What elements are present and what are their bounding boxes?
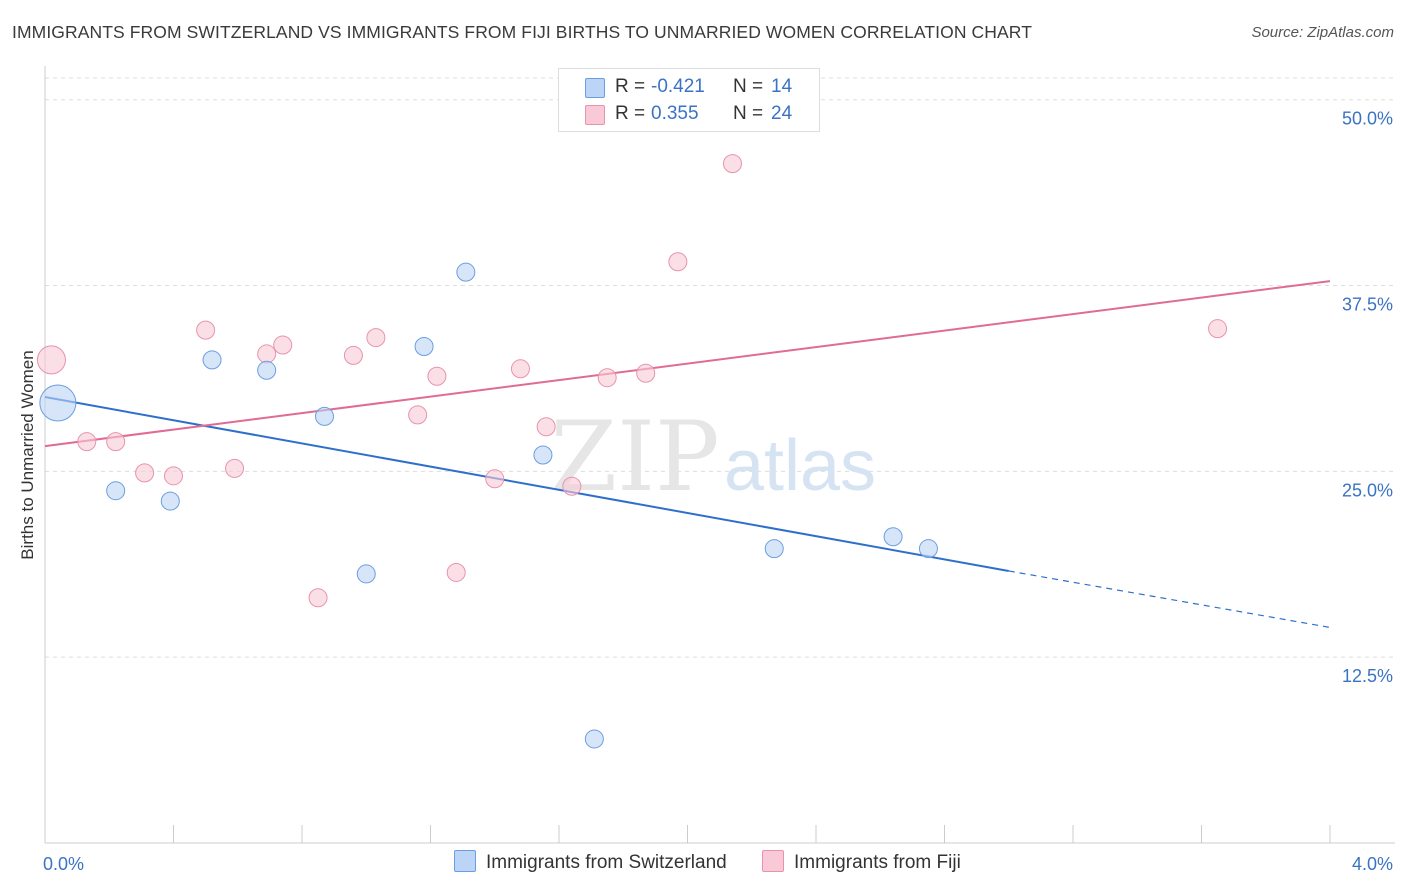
- point-switzerland: [106, 481, 126, 501]
- data-points: [36, 154, 1228, 749]
- legend-n-value: 24: [771, 103, 793, 124]
- point-fiji: [408, 405, 428, 425]
- y-tick-label: 12.5%: [1342, 666, 1393, 686]
- point-fiji: [597, 368, 617, 388]
- y-tick-label: 37.5%: [1342, 295, 1393, 315]
- source-label: Source: ZipAtlas.com: [1251, 24, 1394, 41]
- legend-r-value: 0.355: [651, 103, 699, 124]
- trend-line-switzerland-extension: [1008, 570, 1331, 629]
- point-fiji: [308, 588, 328, 608]
- x-tick-label: 4.0%: [1352, 854, 1393, 874]
- legend-r-label: R =: [615, 103, 646, 124]
- point-switzerland: [356, 564, 376, 584]
- point-fiji: [273, 335, 293, 355]
- legend-r-value: -0.421: [651, 76, 705, 97]
- y-tick-label: 25.0%: [1342, 480, 1393, 500]
- point-fiji: [135, 463, 155, 483]
- series-legend: Immigrants from Switzerland Immigrants f…: [454, 850, 991, 874]
- point-switzerland: [456, 262, 476, 282]
- legend-swatch-fiji: [762, 850, 785, 872]
- point-fiji: [225, 458, 245, 478]
- chart-title: IMMIGRANTS FROM SWITZERLAND VS IMMIGRANT…: [12, 22, 1032, 42]
- watermark-atlas: atlas: [724, 426, 876, 506]
- point-switzerland: [584, 729, 604, 749]
- legend-swatch-switzerland: [454, 850, 476, 872]
- point-switzerland: [160, 491, 180, 511]
- y-axis-label: Births to Unmarried Women: [18, 350, 37, 560]
- point-fiji: [636, 363, 656, 383]
- legend-item-switzerland: Immigrants from Switzerland: [454, 850, 727, 874]
- watermark: ZIP atlas: [550, 401, 876, 513]
- y-tick-label: 50.0%: [1342, 109, 1393, 129]
- point-fiji: [77, 432, 97, 452]
- point-switzerland: [883, 527, 903, 547]
- legend-item-fiji: Immigrants from Fiji: [762, 850, 961, 874]
- point-fiji: [722, 154, 742, 174]
- point-switzerland: [414, 336, 434, 356]
- point-fiji: [446, 562, 466, 582]
- tick-labels: 12.5% 25.0% 37.5% 50.0% 0.0% 4.0%: [43, 109, 1393, 874]
- legend-n-value: 14: [771, 76, 793, 97]
- legend-label-switzerland: Immigrants from Switzerland: [486, 852, 727, 873]
- x-tick-label: 0.0%: [43, 854, 84, 874]
- point-switzerland: [533, 445, 553, 465]
- point-switzerland: [764, 539, 784, 559]
- point-fiji: [343, 345, 363, 365]
- legend-swatch-switzerland: [585, 78, 605, 98]
- point-switzerland: [918, 539, 938, 559]
- point-fiji: [562, 476, 582, 496]
- legend-label-fiji: Immigrants from Fiji: [794, 852, 961, 873]
- point-fiji: [427, 366, 447, 386]
- point-fiji: [510, 359, 530, 379]
- legend-swatch-fiji: [585, 105, 605, 125]
- point-fiji: [257, 344, 277, 364]
- point-fiji: [485, 469, 505, 489]
- point-fiji: [668, 252, 688, 272]
- point-fiji: [366, 328, 386, 348]
- point-switzerland: [202, 350, 222, 370]
- point-fiji: [1208, 319, 1228, 339]
- correlation-legend: R = -0.421 N = 14 R = 0.355 N = 24: [558, 68, 820, 132]
- point-fiji: [164, 466, 183, 486]
- point-fiji: [536, 417, 556, 437]
- point-fiji: [36, 345, 66, 375]
- watermark-zip: ZIP: [550, 401, 719, 513]
- point-fiji: [196, 320, 216, 340]
- axes: [44, 66, 1395, 844]
- legend-r-label: R =: [615, 76, 646, 97]
- legend-n-label: N =: [733, 103, 764, 124]
- legend-n-label: N =: [733, 76, 764, 97]
- grid-lines: [45, 77, 1395, 658]
- trend-lines: [44, 280, 1331, 629]
- point-fiji: [106, 432, 126, 452]
- point-switzerland: [257, 360, 277, 380]
- point-switzerland: [314, 406, 334, 426]
- point-switzerland: [39, 384, 77, 422]
- trend-line-fiji: [44, 280, 1331, 448]
